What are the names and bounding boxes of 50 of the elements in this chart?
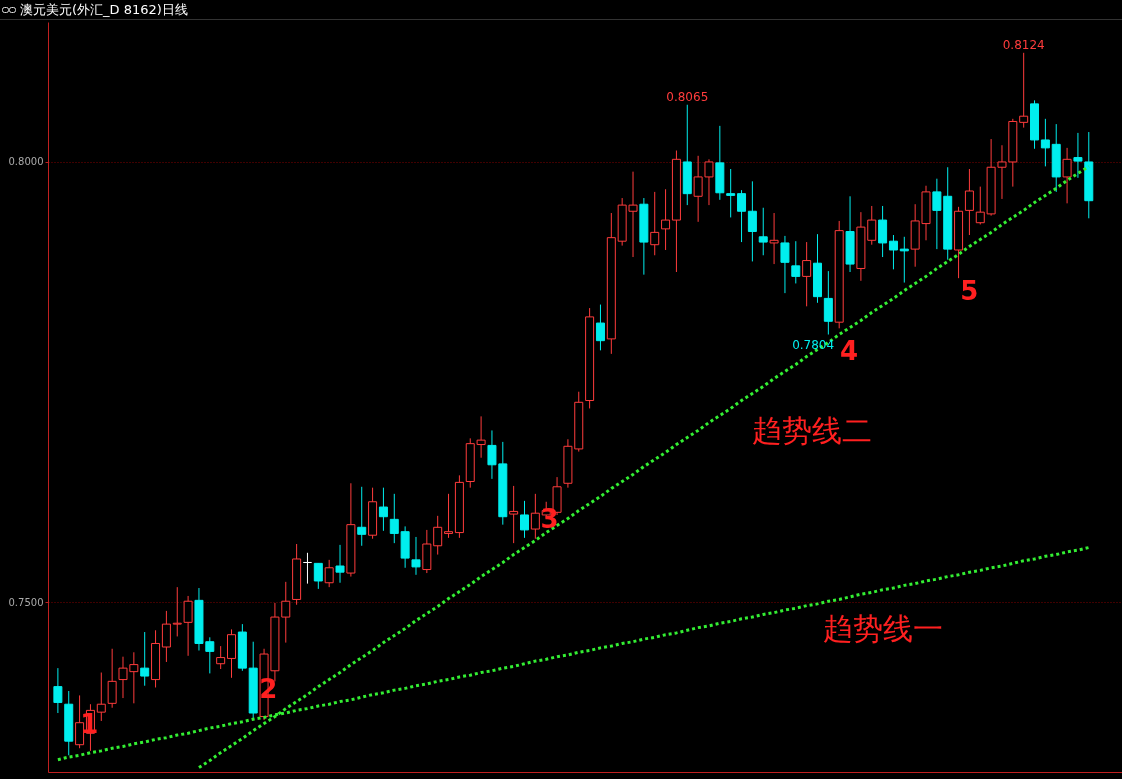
annotation: 0.8124: [1002, 38, 1045, 52]
candlestick: [183, 595, 193, 657]
candlestick: [780, 235, 790, 294]
candlestick: [964, 168, 974, 236]
candlestick: [737, 189, 747, 243]
y-tick-label: 0.8000: [8, 156, 44, 168]
candlestick: [530, 493, 540, 540]
candlestick: [769, 212, 779, 265]
candlestick: [140, 631, 150, 687]
candlestick: [335, 544, 345, 584]
candlestick: [888, 234, 898, 270]
candlestick: [791, 240, 801, 284]
candlestick: [216, 645, 226, 670]
annotation: 3: [540, 504, 559, 534]
candlestick: [1040, 118, 1050, 167]
annotation: 4: [839, 336, 859, 366]
candlestick: [324, 559, 334, 588]
annotation: 趋势线二: [752, 413, 873, 448]
candlestick: [899, 236, 909, 284]
candlestick: [411, 536, 421, 576]
candlestick: [802, 241, 812, 307]
candlestick: [1062, 147, 1072, 204]
candlestick: [378, 487, 388, 532]
candlestick: [758, 207, 768, 256]
candlestick: [747, 180, 757, 262]
candlestick: [96, 672, 106, 722]
candlestick: [878, 205, 888, 258]
candlestick: [650, 191, 660, 256]
candlestick: [661, 188, 671, 251]
candlestick: [520, 500, 529, 539]
candlestick: [161, 610, 171, 663]
candlestick: [227, 628, 237, 679]
candlestick: [107, 648, 117, 709]
candlestick: [444, 493, 454, 539]
candlestick: [726, 168, 736, 218]
candlestick: [823, 270, 833, 335]
candlestick: [313, 562, 323, 590]
candlestick: [509, 485, 519, 544]
candlestick: [357, 486, 367, 547]
chart-title: 澳元美元(外汇_D 8162)日线: [20, 0, 188, 19]
annotation: 0.8065: [666, 90, 709, 104]
candlestick: [433, 515, 443, 556]
candlestick: [1019, 52, 1029, 129]
candlestick: [595, 304, 605, 351]
y-tick-label: 0.7500: [8, 596, 44, 608]
annotation: 趋势线一: [822, 611, 943, 646]
annotation: 5: [960, 276, 979, 306]
candlestick: [53, 667, 63, 714]
candlestick: [172, 586, 182, 637]
candlestick: [75, 694, 85, 749]
